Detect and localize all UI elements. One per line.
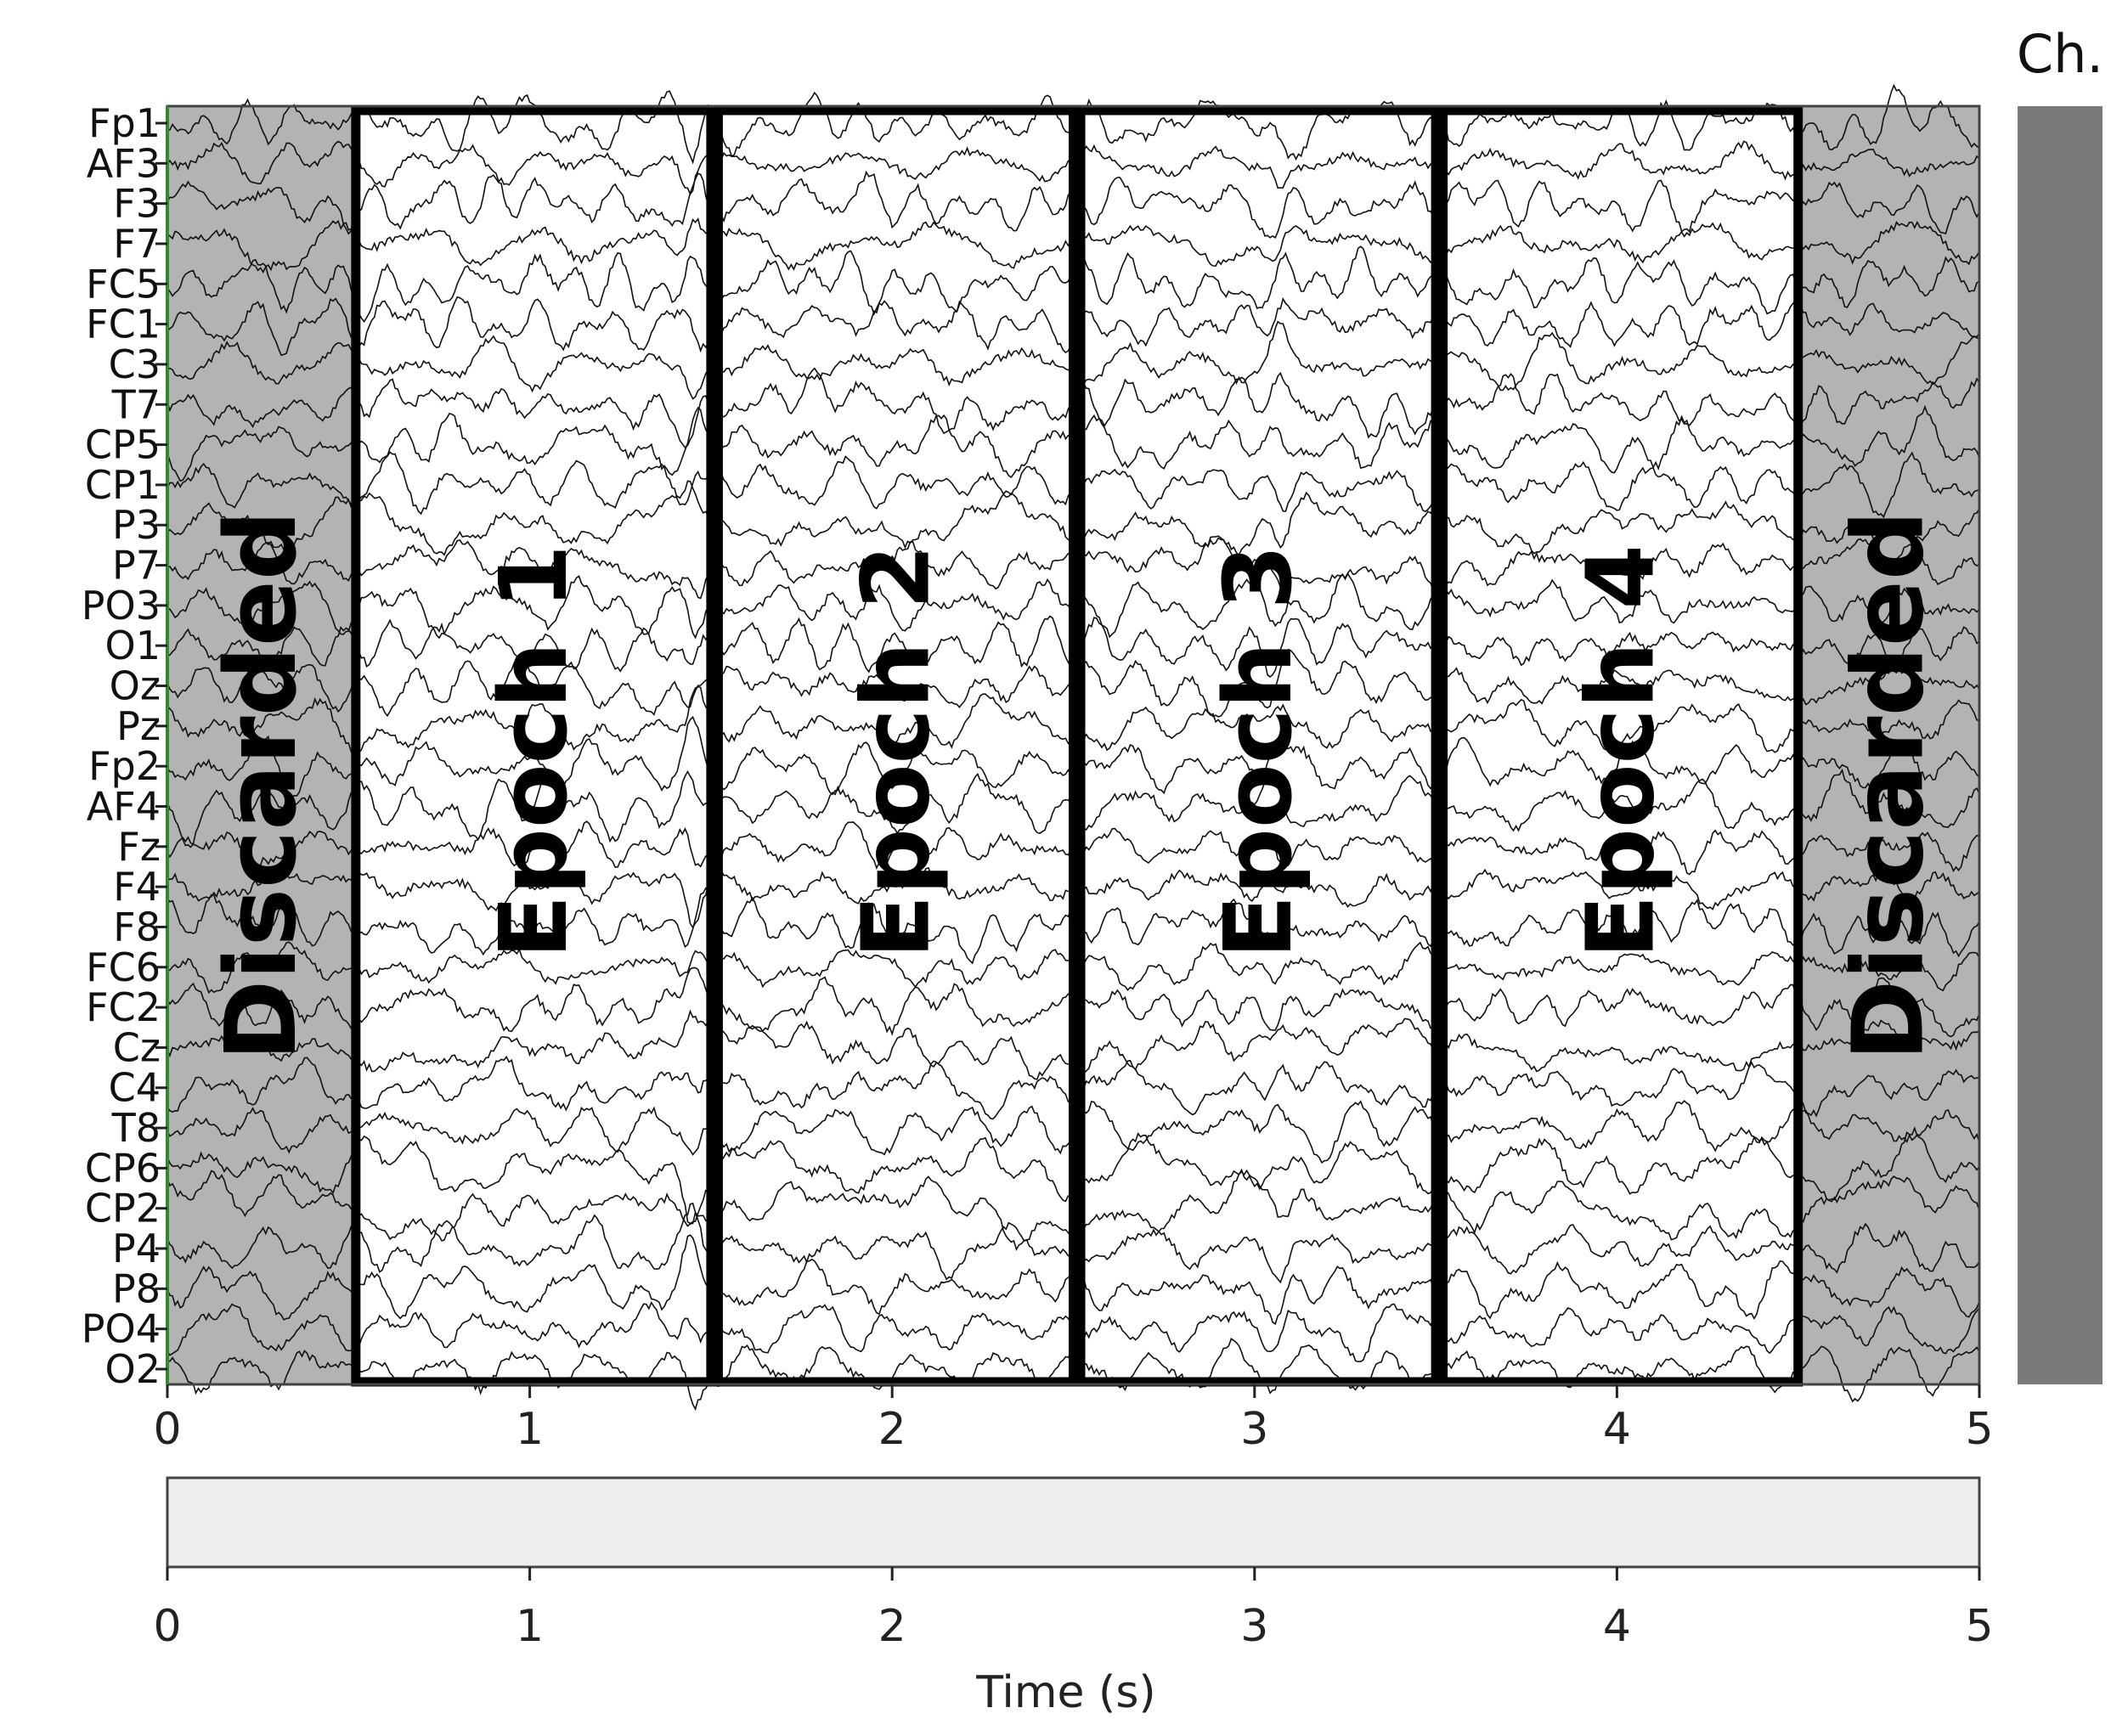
channel-label-C4: C4 (109, 1065, 161, 1111)
channel-label-AF3: AF3 (87, 140, 161, 186)
epoch-label: Epoch 1 (479, 544, 588, 959)
channel-label-Fz: Fz (117, 824, 161, 870)
channel-label-P4: P4 (112, 1226, 161, 1271)
channel-label-F7: F7 (113, 221, 161, 267)
channel-label-F3: F3 (113, 181, 161, 227)
channel-label-PO4: PO4 (82, 1306, 161, 1352)
channel-label-AF4: AF4 (87, 783, 161, 829)
channel-label-CP5: CP5 (85, 422, 161, 468)
x-tick-label: 3 (1240, 1404, 1268, 1455)
channel-label-CP6: CP6 (85, 1145, 161, 1191)
channel-label-PO3: PO3 (82, 583, 161, 628)
channel-label-O1: O1 (105, 623, 161, 668)
x-tick-label: 2 (878, 1404, 906, 1455)
x-tick-label: 1 (516, 1404, 544, 1455)
x-tick-label: 3 (1240, 1601, 1268, 1652)
epoch-label: Epoch 3 (1204, 544, 1312, 959)
epoch-box (351, 105, 716, 1387)
x-tick-label: 0 (153, 1601, 181, 1652)
channel-label-FC6: FC6 (86, 944, 161, 990)
epoch-box (1438, 105, 1803, 1387)
channel-label-P8: P8 (112, 1265, 161, 1311)
channel-label-Fp1: Fp1 (88, 100, 161, 146)
channel-label-F4: F4 (113, 864, 161, 910)
discarded-label: Discarded (205, 510, 319, 1061)
discarded-region (167, 106, 356, 1384)
channel-label-T7: T7 (111, 381, 161, 427)
time-overview-bar[interactable] (166, 1476, 1981, 1569)
discarded-label: Discarded (1832, 510, 1945, 1061)
channel-label-C3: C3 (109, 341, 161, 387)
channel-panel-label: Ch. (2017, 23, 2103, 85)
channel-label-O2: O2 (105, 1346, 161, 1392)
x-tick-label: 4 (1603, 1601, 1631, 1652)
x-axis-label: Time (s) (975, 1667, 1155, 1718)
x-tick-label: 2 (878, 1601, 906, 1652)
channel-label-FC2: FC2 (86, 984, 161, 1030)
epoch-box (1075, 105, 1441, 1387)
x-tick-label: 5 (1965, 1601, 1993, 1652)
channel-label-T8: T8 (111, 1105, 161, 1151)
x-tick-label: 4 (1603, 1404, 1631, 1455)
channel-label-FC1: FC1 (86, 302, 161, 347)
x-tick-label: 5 (1965, 1404, 1993, 1455)
epoch-label: Epoch 4 (1566, 544, 1675, 959)
epoch-label: Epoch 2 (841, 544, 950, 959)
channel-label-P3: P3 (112, 502, 161, 548)
channel-label-Pz: Pz (116, 703, 161, 749)
channel-label-CP1: CP1 (85, 462, 161, 508)
channel-label-P7: P7 (112, 543, 161, 589)
channel-scroll-bar[interactable] (2018, 106, 2103, 1384)
channel-label-F8: F8 (113, 904, 161, 950)
x-tick-label: 0 (153, 1404, 181, 1455)
epoch-box (713, 105, 1078, 1387)
channel-label-CP2: CP2 (85, 1186, 161, 1232)
channel-label-Cz: Cz (113, 1024, 161, 1070)
x-tick-label: 1 (516, 1601, 544, 1652)
channel-label-Fp2: Fp2 (88, 743, 161, 789)
channel-label-FC5: FC5 (86, 261, 161, 307)
channel-label-Oz: Oz (110, 663, 161, 709)
